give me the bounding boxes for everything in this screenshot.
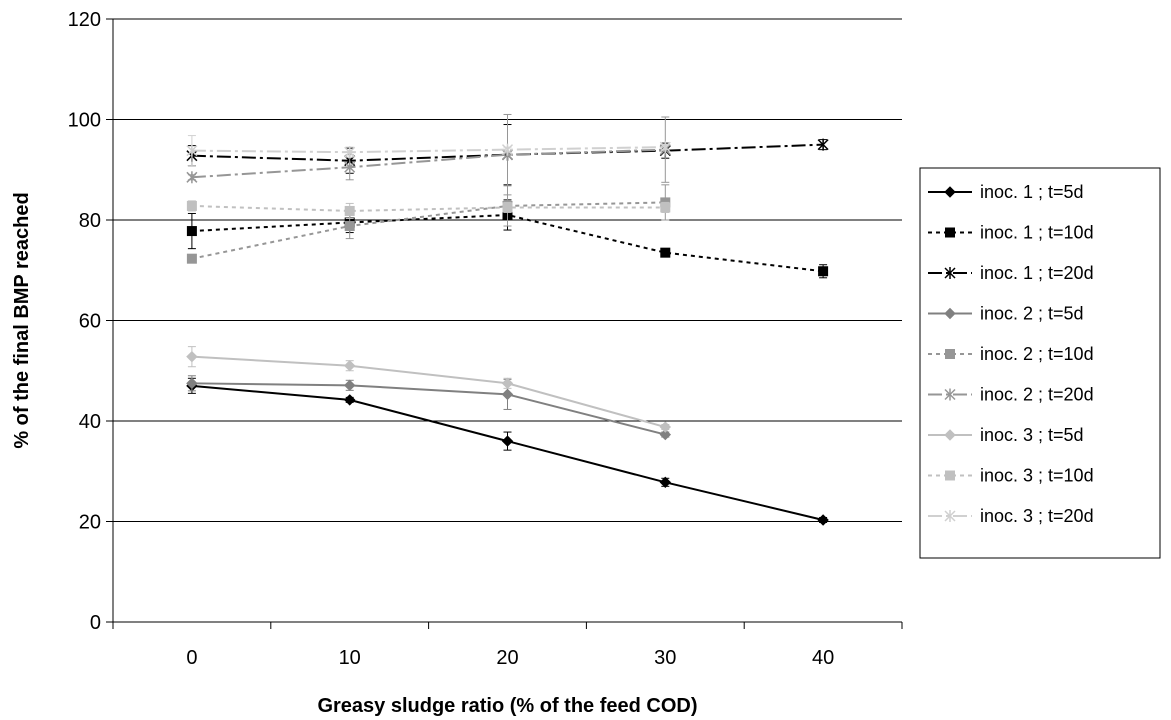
y-tick-label: 60 (79, 311, 101, 333)
series-6 (186, 113, 671, 196)
legend-label: inoc. 2 ; t=5d (980, 304, 1084, 324)
data-point (660, 247, 671, 258)
legend-item: inoc. 1 ; t=10d (928, 223, 1094, 243)
series-line (191, 382, 666, 436)
tick-labels: 0 20 40 60 80 100 120 0 10 20 30 40 (68, 9, 835, 669)
legend-label: inoc. 3 ; t=10d (980, 466, 1094, 486)
series-line (191, 143, 824, 162)
data-point (344, 205, 355, 216)
legend-label: inoc. 1 ; t=20d (980, 263, 1094, 283)
y-tick-label: 20 (79, 512, 101, 534)
data-point (501, 377, 514, 390)
data-point (344, 221, 355, 232)
x-tick-label: 10 (339, 647, 361, 669)
legend-label: inoc. 1 ; t=10d (980, 223, 1094, 243)
legend-marker (944, 429, 956, 441)
legend-item: inoc. 1 ; t=5d (928, 182, 1084, 202)
data-point (818, 266, 829, 277)
legend-marker (944, 388, 956, 401)
data-point (186, 253, 197, 264)
legend-marker (945, 470, 955, 481)
series-layer (186, 113, 829, 526)
data-point (659, 421, 672, 433)
y-tick-label: 120 (68, 9, 101, 31)
series-line (191, 146, 666, 154)
legend-marker (945, 227, 955, 238)
legend-item: inoc. 2 ; t=10d (928, 344, 1094, 364)
series-line (191, 148, 666, 179)
y-tick-label: 80 (79, 210, 101, 232)
data-point (660, 202, 671, 213)
legend-item: inoc. 2 ; t=20d (928, 385, 1094, 405)
data-point (343, 394, 356, 406)
y-tick-label: 100 (68, 110, 101, 132)
data-point (659, 428, 672, 441)
legend-label: inoc. 2 ; t=20d (980, 385, 1094, 405)
data-point (186, 350, 198, 363)
data-point (344, 146, 356, 159)
x-tick-label: 0 (186, 647, 197, 669)
legend-label: inoc. 2 ; t=10d (980, 344, 1094, 364)
x-axis-title: Greasy sludge ratio (% of the feed COD) (317, 695, 697, 717)
x-tick-label: 30 (654, 647, 676, 669)
legend-label: inoc. 1 ; t=5d (980, 182, 1084, 202)
legend-marker (944, 307, 956, 320)
legend-item: inoc. 3 ; t=5d (928, 425, 1084, 445)
y-tick-label: 40 (79, 411, 101, 433)
series-line (191, 355, 666, 428)
data-point (659, 141, 671, 154)
data-point (186, 144, 198, 157)
data-point (344, 161, 356, 174)
series-line (191, 204, 666, 212)
legend-item: inoc. 3 ; t=20d (928, 506, 1094, 526)
x-tick-label: 40 (812, 647, 834, 669)
legend: inoc. 1 ; t=5d inoc. 1 ; t=10d inoc. 1 ; t… (919, 167, 1161, 559)
y-tick-label: 0 (90, 612, 101, 634)
series-line (191, 213, 824, 273)
legend-marker (944, 186, 956, 198)
legend-marker (945, 349, 955, 359)
data-point (501, 143, 514, 156)
data-point (501, 388, 514, 401)
legend-item: inoc. 3 ; t=10d (928, 466, 1094, 486)
axes (106, 18, 903, 629)
legend-marker (944, 510, 956, 522)
legend-marker (944, 267, 956, 279)
data-point (343, 360, 356, 372)
data-point (817, 138, 829, 151)
data-point (186, 200, 197, 211)
series-7 (186, 346, 672, 433)
data-point (817, 514, 829, 526)
data-point (186, 377, 198, 390)
legend-item: inoc. 1 ; t=20d (928, 263, 1094, 283)
y-axis-title: % of the final BMP reached (11, 192, 33, 448)
legend-item: inoc. 2 ; t=5d (928, 304, 1084, 324)
data-point (502, 202, 513, 213)
series-line (191, 201, 666, 260)
data-point (501, 435, 514, 447)
series-4 (186, 375, 672, 441)
legend-label: inoc. 3 ; t=20d (980, 506, 1094, 526)
data-point (186, 171, 198, 184)
x-tick-label: 20 (496, 647, 518, 669)
series-5 (186, 184, 671, 264)
data-point (659, 476, 672, 489)
data-point (186, 226, 197, 237)
series-8 (186, 200, 671, 219)
series-9 (186, 135, 671, 167)
legend-label: inoc. 3 ; t=5d (980, 425, 1084, 445)
data-point (343, 379, 356, 392)
